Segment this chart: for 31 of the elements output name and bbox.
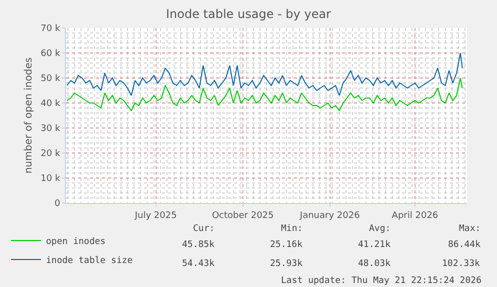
chart-title: Inode table usage - by year <box>166 7 332 22</box>
line-series <box>66 52 463 96</box>
line-series <box>66 78 463 111</box>
text: Avg: <box>369 224 391 234</box>
x-tick-label: October 2025 <box>212 210 274 221</box>
y-tick-label: 40 k <box>40 99 61 110</box>
text: 41.21k <box>358 240 392 250</box>
text: 86.44k <box>448 240 482 250</box>
y-tick-label: 10 k <box>40 174 61 184</box>
legend-label: open inodes <box>46 237 106 248</box>
text: Last update: Thu May 21 22:15:24 2026 <box>281 276 482 286</box>
x-tick-label: April 2026 <box>392 210 438 221</box>
y-tick-label: 30 k <box>40 124 61 134</box>
y-tick-label: 70 k <box>40 24 61 34</box>
text: 48.03k <box>358 259 392 269</box>
x-tick-label: January 2026 <box>298 210 360 221</box>
legend-label: inode table size <box>46 256 133 266</box>
text: 54.43k <box>182 259 216 269</box>
y-tick-label: 20 k <box>40 149 61 160</box>
text: 102.33k <box>442 259 481 269</box>
text: 45.85k <box>182 240 216 250</box>
y-tick-label: 0 <box>54 199 60 210</box>
text: 25.16k <box>270 240 304 250</box>
text: 25.93k <box>270 259 304 269</box>
y-tick-label: 60 k <box>40 49 61 60</box>
text: Min: <box>281 224 303 234</box>
y-tick-label: 50 k <box>40 74 61 84</box>
y-axis-title: number of open inodes <box>24 57 35 174</box>
text: Max: <box>459 224 481 234</box>
text: Cur: <box>193 224 215 234</box>
x-tick-label: July 2025 <box>134 210 177 221</box>
